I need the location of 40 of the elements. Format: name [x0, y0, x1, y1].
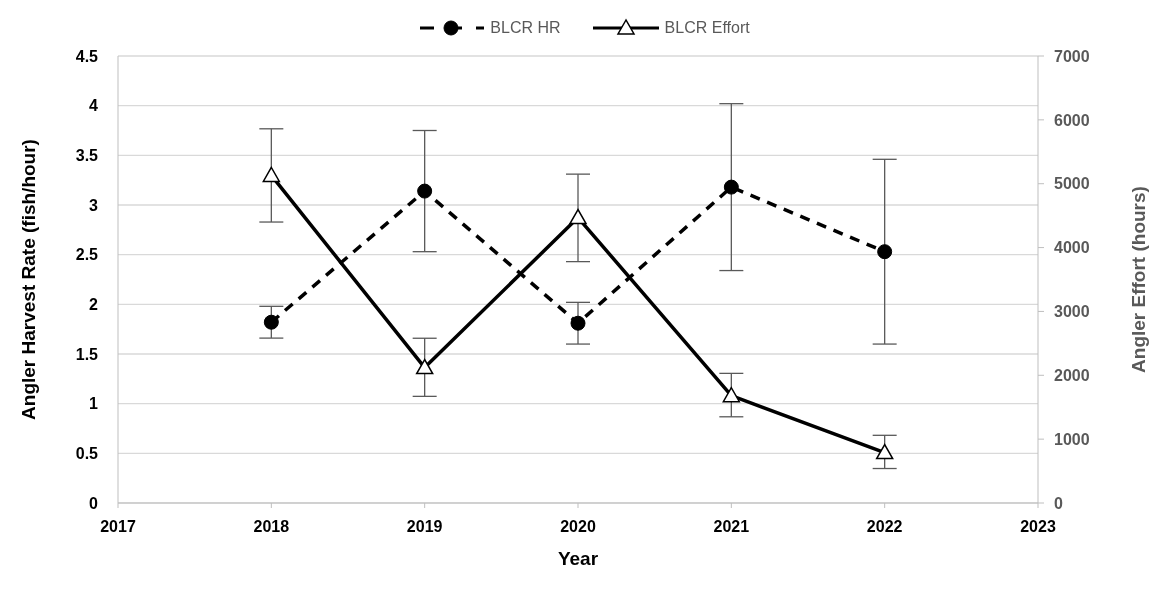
y-tick-label: 1.5	[75, 345, 99, 363]
x-tick-label: 2021	[713, 518, 750, 535]
point	[875, 443, 894, 460]
x-tick-label: 2018	[253, 518, 290, 535]
legend-label: BLCR Effort	[664, 19, 750, 37]
y2-tick-label: 4000	[1054, 239, 1090, 257]
x-tick-label: 2017	[100, 518, 136, 535]
y2-tick-label: 6000	[1054, 111, 1090, 129]
y2-tick-label: 3000	[1054, 303, 1090, 321]
point	[723, 179, 739, 195]
point	[570, 315, 586, 331]
y-tick-label: 4.5	[75, 47, 99, 65]
y2-tick-label: 2000	[1054, 366, 1090, 384]
x-tick-label: 2019	[406, 518, 443, 535]
x-tick-label: 2020	[560, 518, 596, 535]
x-tick-label: 2022	[866, 518, 903, 535]
point	[262, 166, 281, 183]
y2-tick-label: 0	[1054, 494, 1063, 512]
legend-label: BLCR HR	[490, 19, 561, 37]
y-tick-label: 2.5	[75, 246, 99, 264]
y-tick-label: 0.5	[75, 445, 99, 463]
point	[722, 386, 741, 403]
y2-tick-label: 5000	[1054, 175, 1090, 193]
y2-tick-label: 1000	[1054, 430, 1090, 448]
point	[263, 314, 279, 330]
y-tick-label: 3	[89, 196, 99, 214]
x-axis-title: Year	[557, 548, 599, 569]
point	[877, 244, 893, 260]
y-tick-label: 0	[89, 494, 99, 512]
y-tick-label: 2	[89, 296, 99, 314]
y-tick-label: 3.5	[75, 147, 99, 165]
point	[415, 358, 434, 375]
y2-tick-label: 7000	[1054, 47, 1090, 65]
x-tick-label: 2023	[1020, 518, 1056, 535]
y-tick-label: 4	[89, 97, 99, 115]
point	[417, 183, 433, 199]
point	[569, 208, 587, 225]
y2-axis-title: Angler Effort (hours)	[1127, 186, 1149, 373]
y-tick-label: 1	[89, 395, 99, 413]
y-axis-title: Angler Harvest Rate (fish/hour)	[17, 139, 39, 420]
